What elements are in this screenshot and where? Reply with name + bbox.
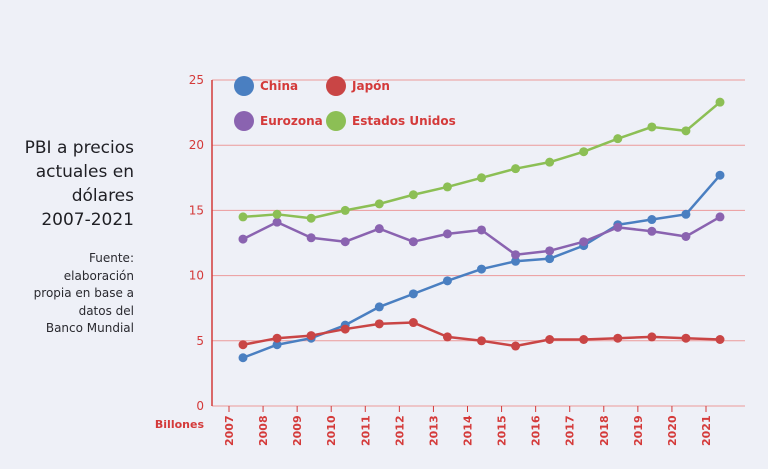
legend-label: Estados Unidos [352, 114, 456, 128]
data-point [408, 237, 418, 247]
data-point [545, 246, 555, 256]
legend-swatch [326, 76, 346, 96]
data-point [272, 217, 282, 227]
title-line: PBI a precios [24, 138, 134, 158]
data-point [340, 205, 350, 215]
x-tick-label: 2007 [223, 415, 236, 446]
y-tick-label: 25 [189, 73, 204, 87]
data-point [647, 332, 657, 342]
data-point [715, 334, 725, 344]
y-tick-label: 5 [196, 334, 204, 348]
data-point [477, 336, 486, 346]
x-tick-label: 2008 [257, 415, 270, 446]
data-point [408, 318, 418, 328]
data-point [511, 250, 521, 260]
x-tick-label: 2016 [530, 415, 543, 446]
y-unit-label: Billones [155, 418, 205, 431]
data-point [579, 334, 589, 344]
data-point [545, 157, 555, 167]
data-point [681, 209, 691, 219]
x-tick-label: 2021 [700, 415, 713, 446]
data-point [613, 222, 623, 232]
x-tick-label: 2012 [393, 415, 406, 446]
y-tick-label: 10 [189, 269, 204, 283]
data-point [545, 334, 555, 344]
data-point [511, 341, 521, 351]
source-line: Fuente: [89, 251, 134, 265]
legend-label: China [260, 79, 298, 93]
data-point [272, 333, 282, 343]
data-point [442, 276, 452, 286]
data-point [477, 264, 486, 274]
data-point [477, 173, 486, 183]
source-line: Banco Mundial [45, 321, 134, 335]
data-point [374, 302, 384, 312]
data-point [511, 164, 521, 174]
data-point [579, 237, 589, 247]
data-point [374, 319, 384, 329]
data-point [715, 170, 725, 180]
title-line: actuales en [35, 162, 134, 182]
data-point [408, 190, 418, 200]
title-line: dólares [71, 186, 134, 206]
data-point [715, 212, 725, 222]
data-point [681, 126, 691, 136]
x-tick-label: 2013 [427, 415, 440, 446]
data-point [272, 340, 282, 350]
chart-title: PBI a precios actuales en dólares 2007-2… [0, 136, 134, 232]
y-tick-label: 0 [196, 399, 204, 413]
data-point [442, 332, 452, 342]
source-line: datos del [78, 303, 134, 318]
x-tick-label: 2014 [462, 415, 475, 446]
title-line: 2007-2021 [41, 210, 134, 230]
source-line: elaboración [63, 268, 134, 283]
data-point [306, 233, 316, 243]
data-point [647, 122, 657, 132]
data-point [374, 199, 384, 209]
data-point [681, 333, 691, 343]
data-point [238, 340, 248, 350]
data-point [545, 254, 555, 264]
data-point [374, 224, 384, 234]
data-point [681, 231, 691, 241]
data-point [647, 215, 657, 225]
x-tick-label: 2009 [291, 415, 304, 446]
legend-label: Japón [351, 79, 390, 93]
data-point [306, 213, 316, 223]
legend-swatch [326, 111, 346, 131]
x-tick-label: 2020 [666, 415, 679, 446]
data-point [579, 147, 589, 157]
data-point [613, 333, 623, 343]
x-tick-label: 2011 [359, 415, 372, 446]
x-tick-label: 2010 [325, 415, 338, 446]
y-tick-label: 20 [189, 138, 204, 152]
data-point [340, 324, 350, 334]
data-point [408, 289, 418, 299]
data-point [272, 209, 282, 219]
source-note: Fuente: elaboración propia en base a dat… [4, 250, 134, 338]
legend-swatch [234, 111, 254, 131]
x-tick-label: 2015 [496, 415, 509, 446]
data-point [340, 237, 350, 247]
data-point [613, 134, 623, 144]
data-point [715, 97, 725, 107]
legend-swatch [234, 76, 254, 96]
data-point [238, 212, 248, 222]
data-point [306, 331, 316, 341]
y-tick-label: 15 [189, 203, 204, 217]
legend-label: Eurozona [260, 114, 323, 128]
data-point [647, 226, 657, 236]
data-point [477, 225, 486, 235]
data-point [511, 256, 521, 266]
data-point [442, 229, 452, 239]
x-tick-label: 2019 [632, 415, 645, 446]
x-tick-label: 2018 [598, 415, 611, 446]
x-tick-label: 2017 [564, 415, 577, 446]
data-point [238, 353, 248, 363]
source-line: propia en base a [33, 286, 134, 300]
data-point [238, 234, 248, 244]
data-point [442, 182, 452, 192]
